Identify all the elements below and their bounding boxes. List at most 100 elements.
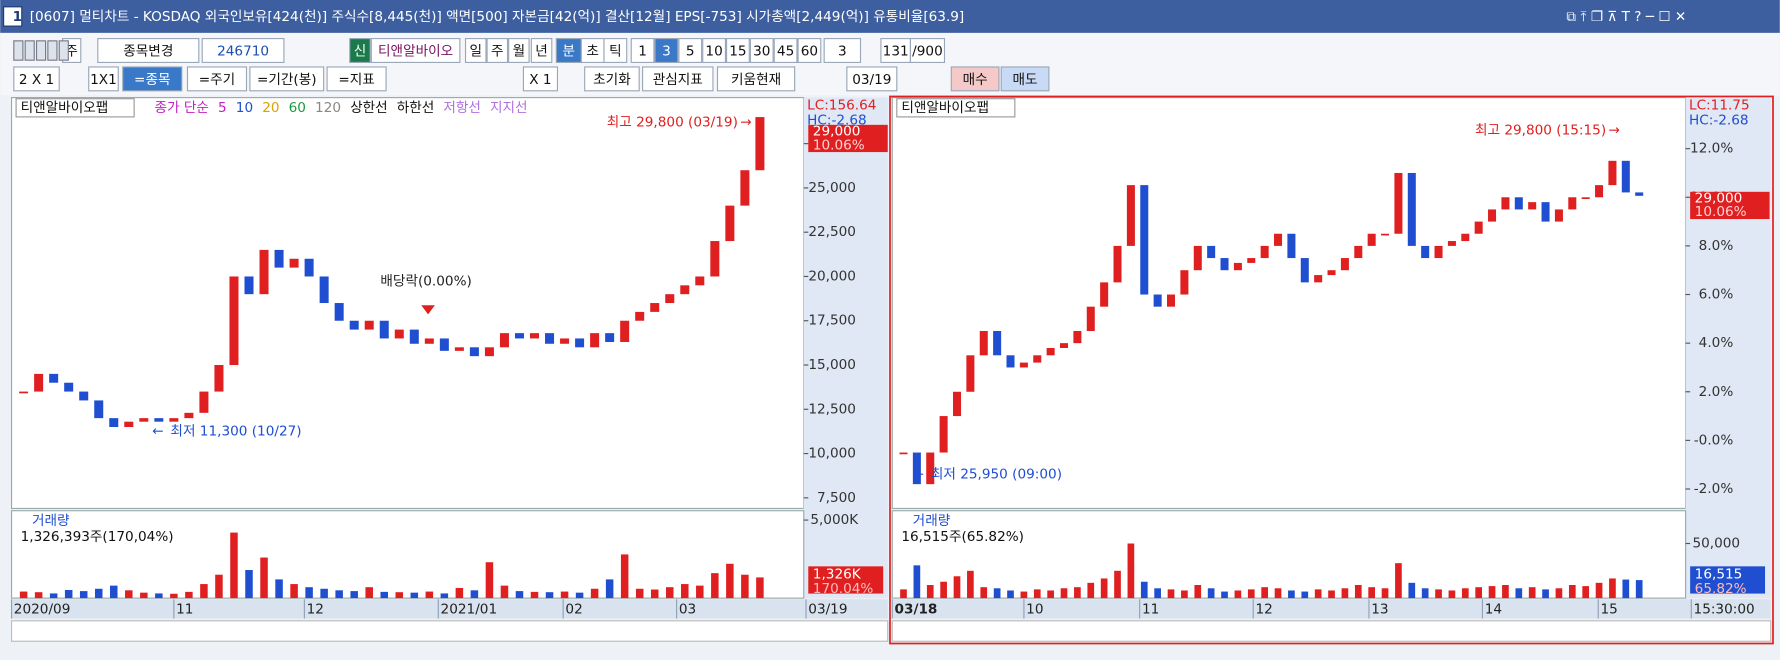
toolbar-button[interactable]	[508, 38, 530, 63]
toolbar-button[interactable]	[370, 38, 461, 63]
toolbar-button[interactable]	[603, 38, 628, 63]
volume-bar	[1234, 590, 1242, 599]
toolbar-label[interactable]: 일	[469, 44, 482, 60]
toolbar-label[interactable]: 1X1	[90, 72, 117, 88]
toolbar-button[interactable]	[201, 38, 285, 63]
toolbar-label[interactable]: 15	[729, 44, 746, 60]
toolbar-label[interactable]: 주	[491, 44, 504, 60]
toolbar-icon[interactable]	[58, 40, 69, 61]
toolbar-label[interactable]: 60	[801, 44, 818, 60]
candle	[154, 418, 164, 422]
toolbar-icon[interactable]	[47, 40, 58, 61]
toolbar-label[interactable]: 관심지표	[653, 72, 703, 88]
toolbar-button[interactable]	[642, 66, 714, 92]
toolbar-label[interactable]: 131	[883, 44, 909, 60]
y-tick-label: 50,000	[1692, 535, 1740, 551]
toolbar-label[interactable]: 3	[838, 44, 847, 60]
toolbar-label[interactable]: 신	[354, 44, 367, 60]
toolbar-button[interactable]	[950, 66, 1000, 92]
toolbar-label[interactable]: 매도	[1013, 72, 1038, 88]
toolbar-icon[interactable]	[24, 40, 35, 61]
toolbar-label[interactable]: 5	[686, 44, 695, 60]
toolbar-label[interactable]: 키움현재	[731, 72, 781, 88]
toolbar-button[interactable]	[88, 66, 119, 92]
toolbar-button[interactable]	[486, 38, 509, 63]
candle	[560, 338, 570, 344]
toolbar-button[interactable]	[630, 38, 655, 63]
toolbar-label[interactable]: =지표	[338, 72, 374, 88]
toolbar-label[interactable]: 티앤알바이오	[378, 44, 453, 60]
toolbar-button[interactable]	[530, 38, 553, 63]
toolbar-label[interactable]: =기간(봉)	[257, 72, 317, 88]
toolbar-button[interactable]	[186, 66, 248, 92]
toolbar-label[interactable]: 2 X 1	[19, 72, 54, 88]
toolbar-label[interactable]: 03/19	[852, 72, 891, 88]
toolbar-label[interactable]: 초	[586, 44, 599, 60]
toolbar-icon[interactable]	[13, 40, 24, 61]
toolbar-label[interactable]: =주기	[199, 72, 235, 88]
volume-bar	[1622, 579, 1630, 599]
toolbar-label[interactable]: 틱	[609, 44, 622, 60]
toolbar-label[interactable]: 10	[705, 44, 722, 60]
x-tick-label: 14	[1485, 601, 1502, 617]
toolbar-button[interactable]	[773, 38, 798, 63]
toolbar-button[interactable]	[349, 38, 371, 63]
volume-bar	[741, 574, 749, 599]
y-tick-label: 6.0%	[1699, 287, 1734, 303]
toolbar-label[interactable]: 년	[535, 44, 548, 60]
candle	[1354, 245, 1363, 259]
toolbar-button[interactable]	[122, 66, 183, 92]
left-scrollbar[interactable]	[10, 620, 889, 642]
legend-box	[896, 98, 1016, 118]
volume-bar	[380, 591, 389, 599]
toolbar-button[interactable]	[654, 38, 679, 63]
toolbar-label[interactable]: /900	[912, 44, 943, 60]
toolbar-label[interactable]: 분	[563, 44, 576, 60]
toolbar-label[interactable]: =종목	[134, 72, 170, 88]
toolbar-icon[interactable]	[35, 40, 47, 61]
y-tick-label: 12.0%	[1690, 141, 1733, 157]
toolbar-label[interactable]: 매수	[963, 72, 988, 88]
toolbar-button[interactable]	[1000, 66, 1050, 92]
volume-bar	[500, 585, 509, 599]
toolbar-button[interactable]	[726, 38, 750, 63]
toolbar-label[interactable]: 초기화	[593, 72, 631, 88]
candle	[1019, 362, 1028, 368]
right-scrollbar[interactable]	[891, 620, 1772, 642]
toolbar-button[interactable]	[797, 38, 822, 63]
x-tick-label: 12	[307, 601, 324, 617]
toolbar-button[interactable]	[13, 66, 60, 92]
toolbar-label[interactable]: 1	[638, 44, 647, 60]
volume-bar	[440, 593, 449, 599]
volume-bar	[1354, 585, 1362, 599]
toolbar-label[interactable]: 30	[753, 44, 770, 60]
toolbar-button[interactable]	[249, 66, 325, 92]
volume-bar	[756, 577, 764, 599]
toolbar-button[interactable]	[716, 66, 796, 92]
toolbar-button[interactable]	[678, 38, 703, 63]
toolbar-button[interactable]	[326, 66, 387, 92]
toolbar-button[interactable]	[97, 38, 200, 63]
toolbar-button[interactable]	[909, 38, 946, 63]
toolbar-button[interactable]	[749, 38, 774, 63]
toolbar-label[interactable]: 종목변경	[123, 44, 173, 60]
volume-bar	[711, 573, 719, 599]
toolbar-label[interactable]: X 1	[529, 72, 551, 88]
toolbar-button[interactable]	[846, 66, 898, 92]
toolbar-button[interactable]	[464, 38, 487, 63]
window-controls[interactable]: ⧉ ⤒ ❐ ⊼ T ? ─ ☐ ✕	[1566, 9, 1686, 25]
toolbar-button[interactable]	[702, 38, 726, 63]
toolbar-button[interactable]	[823, 38, 862, 63]
toolbar-label[interactable]: 246710	[217, 44, 269, 60]
candle	[1247, 258, 1256, 263]
candle	[530, 333, 540, 339]
candle	[590, 333, 600, 348]
toolbar-button[interactable]	[584, 66, 640, 92]
price-tag-value: 29,000	[813, 124, 861, 140]
toolbar-label[interactable]: 3	[662, 44, 671, 60]
toolbar-label[interactable]: 월	[513, 44, 526, 60]
toolbar-label[interactable]: 45	[777, 44, 794, 60]
volume-tag	[1690, 566, 1766, 594]
toolbar-button[interactable]	[522, 66, 559, 92]
volume-bar	[1247, 589, 1255, 599]
